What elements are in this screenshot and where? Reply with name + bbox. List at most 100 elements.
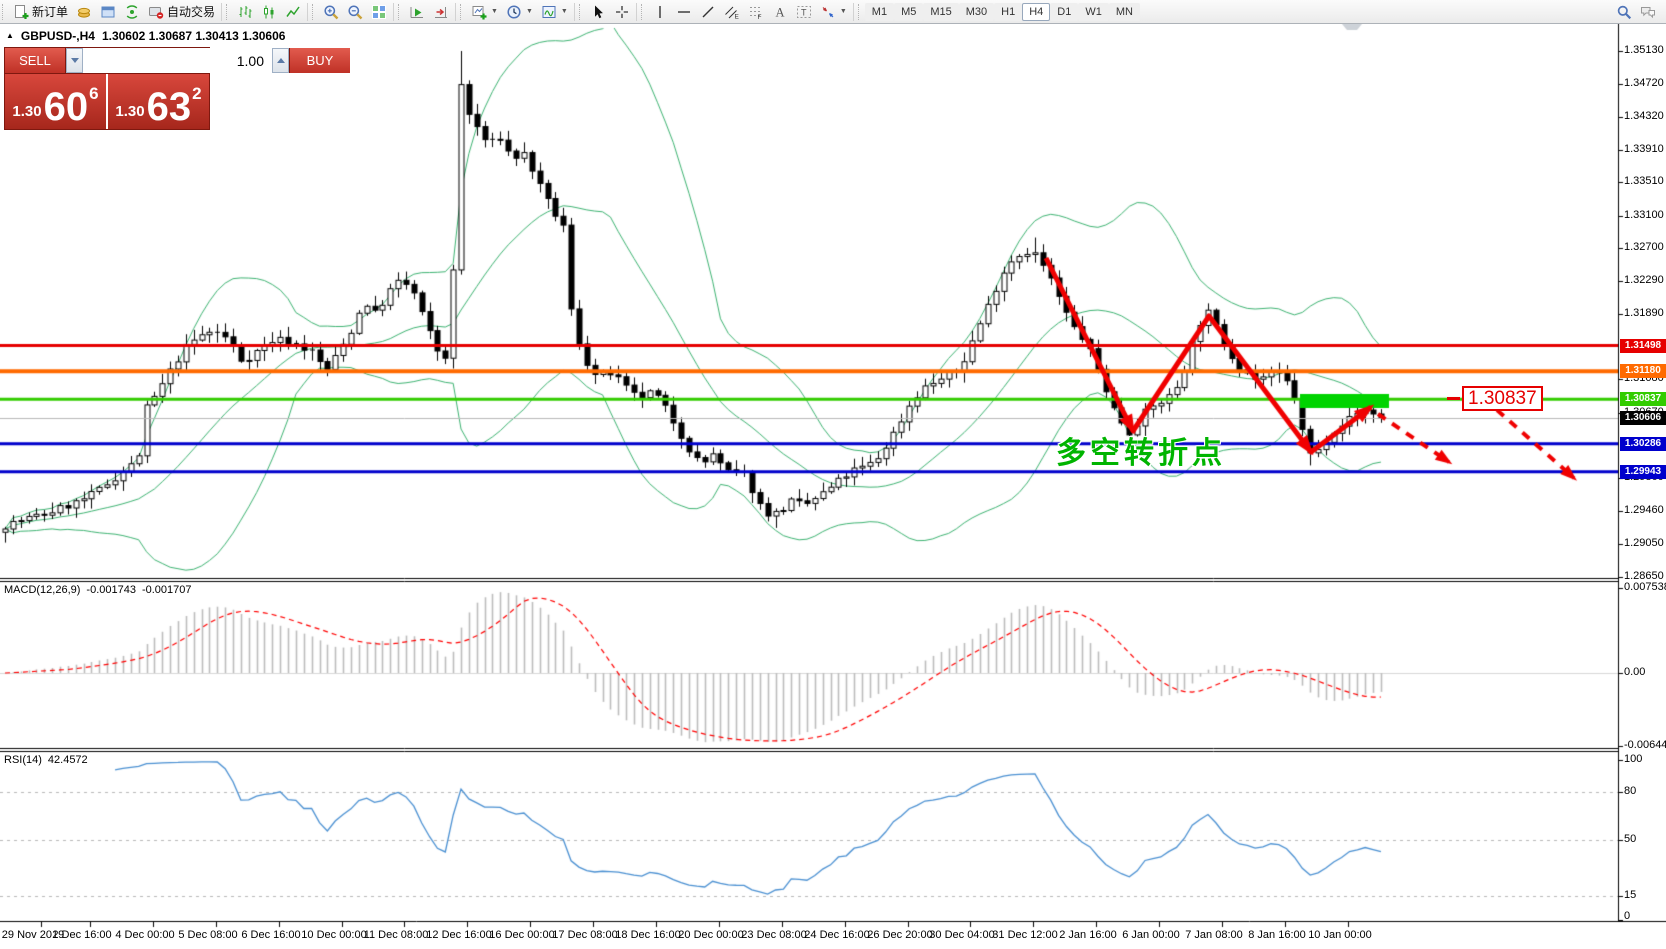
toolbar-separator: [221, 2, 223, 21]
autotrading-label: 自动交易: [167, 5, 216, 19]
equidistant-channel-button[interactable]: E: [720, 2, 744, 22]
time-axis-label: 5 Dec 08:00: [178, 929, 238, 941]
zoom-in-icon: [323, 4, 339, 20]
price-chart-canvas[interactable]: [0, 24, 1666, 949]
fibonacci-button[interactable]: F: [744, 2, 768, 22]
toolbar-groups: 新订单 自动交易 ▼ ▼ ▼ E F A T ▼ M1 M5 M15 M30 H1 H4 D1 W1 MN: [0, 0, 1140, 23]
timeframe-M5[interactable]: M5: [894, 2, 924, 21]
buy-price-display[interactable]: 1.30 63 2: [108, 74, 209, 129]
macd-axis-label: 0.00: [1624, 666, 1646, 678]
panel-collapse-icon[interactable]: ▲: [6, 31, 14, 40]
volume-decrease-button[interactable]: [66, 48, 83, 73]
dropdown-caret-icon: ▼: [560, 8, 568, 15]
data-window-button[interactable]: [96, 2, 120, 22]
tile-windows-button[interactable]: [367, 2, 391, 22]
bar-chart-button[interactable]: [233, 2, 257, 22]
time-axis-label: 6 Dec 16:00: [241, 929, 301, 941]
volume-input[interactable]: [83, 48, 272, 73]
new-order-button[interactable]: 新订单: [9, 2, 72, 22]
autotrading-button[interactable]: 自动交易: [144, 2, 219, 22]
chart-shift-icon: [433, 4, 449, 20]
signals-button[interactable]: [120, 2, 144, 22]
time-axis-label: 4 Dec 00:00: [115, 929, 175, 941]
volume-stepper: [65, 48, 290, 73]
auto-scroll-button[interactable]: [405, 2, 429, 22]
chat-button[interactable]: [1636, 2, 1660, 22]
timeframe-MN[interactable]: MN: [1108, 2, 1140, 21]
sell-price-display[interactable]: 1.30 60 6: [5, 74, 106, 129]
timeframe-M1[interactable]: M1: [864, 2, 895, 21]
sell-price-big: 60: [43, 85, 89, 130]
time-axis-label: 10 Dec 00:00: [301, 929, 367, 941]
line-chart-button[interactable]: [281, 2, 305, 22]
toolbar-right: [1612, 2, 1666, 22]
one-click-trading-panel: SELL BUY 1.30 60 6 1.30 63 2: [4, 47, 350, 130]
trendline-icon: [700, 4, 716, 20]
time-axis-label: 7 Jan 08:00: [1185, 929, 1243, 941]
buy-price-prefix: 1.30: [115, 103, 145, 120]
signals-icon: [124, 4, 140, 20]
toolbar-separator: [852, 2, 854, 21]
price-tick-label: 1.31890: [1624, 306, 1664, 319]
sell-button[interactable]: SELL: [5, 48, 65, 73]
dropdown-caret-icon: ▼: [491, 8, 498, 15]
bar-chart-icon: [237, 4, 253, 20]
timeframe-D1[interactable]: D1: [1050, 2, 1079, 21]
time-axis-label: 23 Dec 08:00: [741, 929, 807, 941]
chevron-up-icon: [276, 58, 285, 63]
cursor-icon: [590, 4, 606, 20]
text-icon: A: [772, 4, 788, 20]
toolbar-grip: [2, 3, 6, 20]
price-level-badge: 1.30837: [1620, 392, 1666, 407]
market-watch-button[interactable]: [72, 2, 96, 22]
time-axis-label: 29 Nov 2019: [1, 929, 65, 941]
vertical-line-button[interactable]: [648, 2, 672, 22]
trendline-button[interactable]: [696, 2, 720, 22]
toolbar-grip: [312, 3, 316, 20]
crosshair-button[interactable]: [610, 2, 634, 22]
time-axis-label: 12 Dec 16:00: [426, 929, 492, 941]
cursor-button[interactable]: [586, 2, 610, 22]
time-axis-label: 26 Dec 20:00: [867, 929, 933, 941]
templates-button[interactable]: ▼: [537, 2, 572, 22]
horizontal-line-button[interactable]: [672, 2, 696, 22]
timeframe-H4[interactable]: H4: [1022, 2, 1051, 21]
toolbar-grip: [398, 3, 402, 20]
current-price-badge: 1.30606: [1620, 410, 1666, 425]
text-button[interactable]: A: [768, 2, 792, 22]
new-order-label: 新订单: [32, 5, 69, 19]
timeframe-M30[interactable]: M30: [958, 2, 995, 21]
time-axis-label: 18 Dec 16:00: [615, 929, 681, 941]
time-axis-label: 2 Jan 16:00: [1059, 929, 1117, 941]
buy-button[interactable]: BUY: [290, 48, 350, 73]
volume-increase-button[interactable]: [272, 48, 289, 73]
candlestick-chart-button[interactable]: [257, 2, 281, 22]
dropdown-caret-icon: ▼: [525, 8, 533, 15]
price-annotation-label[interactable]: 1.30837: [1462, 386, 1543, 411]
zoom-in-button[interactable]: [319, 2, 343, 22]
chart-shift-button[interactable]: [429, 2, 453, 22]
timeframe-H1[interactable]: H1: [994, 2, 1023, 21]
ohlc-values: 1.30602 1.30687 1.30413 1.30606: [101, 29, 286, 43]
search-button[interactable]: [1612, 2, 1636, 22]
market-watch-icon: [76, 4, 92, 20]
svg-text:F: F: [757, 14, 761, 20]
timeframe-M15[interactable]: M15: [923, 2, 959, 21]
price-tick-label: 1.29050: [1624, 537, 1664, 550]
text-label-button[interactable]: T: [792, 2, 816, 22]
periods-button[interactable]: ▼: [502, 2, 537, 22]
templates-icon: [541, 4, 557, 20]
time-axis-label: 11 Dec 08:00: [363, 929, 429, 941]
candlestick-chart-icon: [261, 4, 277, 20]
zoom-out-button[interactable]: [343, 2, 367, 22]
text-label-icon: T: [796, 4, 812, 20]
line-chart-icon: [285, 4, 301, 20]
arrows-button[interactable]: ▼: [816, 2, 851, 22]
new-chart-button[interactable]: ▼: [467, 2, 502, 22]
toolbar-separator: [307, 2, 309, 21]
chat-icon: [1640, 4, 1656, 20]
rsi-axis-label: 15: [1624, 889, 1637, 901]
time-axis-label: 17 Dec 08:00: [552, 929, 618, 941]
timeframe-W1[interactable]: W1: [1078, 2, 1109, 21]
zoom-out-icon: [347, 4, 363, 20]
